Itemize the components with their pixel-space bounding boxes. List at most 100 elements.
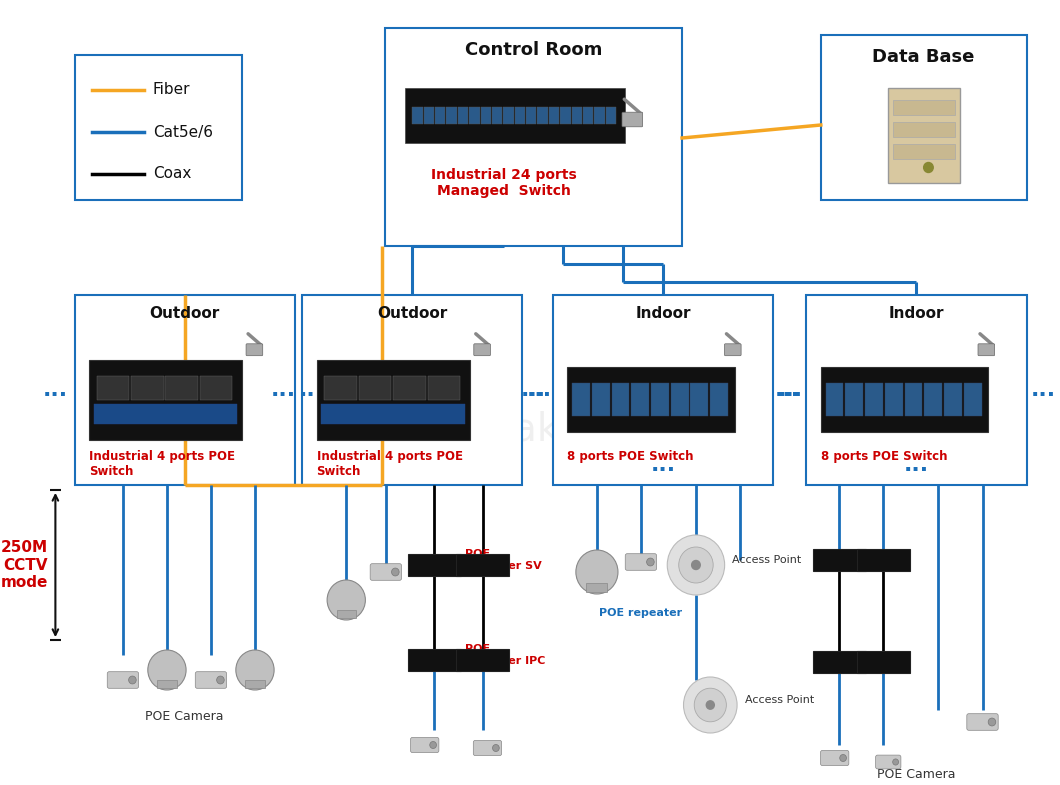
FancyBboxPatch shape	[632, 383, 649, 416]
FancyBboxPatch shape	[893, 100, 955, 115]
Text: Indoor: Indoor	[635, 305, 691, 320]
Text: Industrial 4 ports POE
Switch: Industrial 4 ports POE Switch	[89, 450, 235, 478]
FancyBboxPatch shape	[337, 610, 356, 618]
Circle shape	[147, 650, 187, 690]
FancyBboxPatch shape	[813, 651, 866, 673]
FancyBboxPatch shape	[93, 404, 237, 424]
FancyBboxPatch shape	[408, 554, 461, 576]
FancyBboxPatch shape	[74, 55, 242, 200]
Text: ...: ...	[651, 455, 675, 475]
Text: Control Room: Control Room	[465, 41, 602, 59]
FancyBboxPatch shape	[302, 295, 523, 485]
Circle shape	[691, 560, 701, 569]
Circle shape	[235, 650, 275, 690]
FancyBboxPatch shape	[358, 376, 391, 400]
Text: ...: ...	[775, 380, 800, 400]
FancyBboxPatch shape	[427, 376, 460, 400]
Circle shape	[923, 162, 933, 173]
Circle shape	[128, 676, 136, 684]
Text: Data Base: Data Base	[872, 48, 975, 66]
Text: Indoor: Indoor	[888, 305, 944, 320]
FancyBboxPatch shape	[470, 108, 479, 124]
FancyBboxPatch shape	[370, 564, 402, 580]
Text: ...: ...	[904, 455, 929, 475]
FancyBboxPatch shape	[435, 108, 445, 124]
Text: Access Point: Access Point	[732, 555, 801, 565]
FancyBboxPatch shape	[893, 122, 955, 137]
FancyBboxPatch shape	[424, 108, 434, 124]
Text: ...: ...	[778, 380, 802, 400]
FancyBboxPatch shape	[893, 144, 955, 159]
FancyBboxPatch shape	[978, 344, 994, 356]
FancyBboxPatch shape	[560, 108, 570, 124]
FancyBboxPatch shape	[724, 344, 741, 356]
Circle shape	[694, 688, 726, 721]
Text: Cat5e/6: Cat5e/6	[153, 125, 213, 140]
FancyBboxPatch shape	[458, 108, 469, 124]
FancyBboxPatch shape	[572, 383, 589, 416]
FancyBboxPatch shape	[944, 383, 961, 416]
FancyBboxPatch shape	[813, 549, 866, 571]
Text: ...: ...	[522, 380, 546, 400]
Text: 8 ports POE Switch: 8 ports POE Switch	[820, 450, 948, 463]
FancyBboxPatch shape	[200, 376, 232, 400]
FancyBboxPatch shape	[89, 360, 242, 440]
Circle shape	[647, 558, 654, 566]
Text: POE
Extender SV: POE Extender SV	[465, 550, 542, 571]
FancyBboxPatch shape	[457, 554, 509, 576]
Text: POE repeater: POE repeater	[599, 608, 683, 618]
Circle shape	[706, 701, 714, 709]
Circle shape	[216, 676, 225, 684]
FancyBboxPatch shape	[583, 108, 594, 124]
Circle shape	[391, 568, 400, 576]
FancyBboxPatch shape	[410, 737, 439, 753]
Text: ...: ...	[299, 380, 324, 400]
FancyBboxPatch shape	[595, 108, 604, 124]
Text: ...: ...	[1031, 380, 1057, 400]
Text: www.akfly.com: www.akfly.com	[409, 411, 696, 449]
Text: Fiber: Fiber	[153, 82, 191, 97]
Circle shape	[328, 580, 366, 620]
Text: 8 ports POE Switch: 8 ports POE Switch	[567, 450, 693, 463]
FancyBboxPatch shape	[405, 88, 624, 143]
FancyBboxPatch shape	[826, 383, 844, 416]
FancyBboxPatch shape	[321, 404, 465, 424]
FancyBboxPatch shape	[904, 383, 922, 416]
FancyBboxPatch shape	[504, 108, 514, 124]
FancyBboxPatch shape	[474, 344, 491, 356]
Circle shape	[684, 677, 737, 733]
FancyBboxPatch shape	[246, 680, 265, 688]
FancyBboxPatch shape	[107, 672, 139, 688]
FancyBboxPatch shape	[820, 35, 1026, 200]
Text: POE Camera: POE Camera	[878, 768, 956, 781]
FancyBboxPatch shape	[246, 344, 263, 356]
FancyBboxPatch shape	[820, 367, 988, 432]
FancyBboxPatch shape	[845, 383, 863, 416]
FancyBboxPatch shape	[408, 649, 461, 671]
Text: Coax: Coax	[153, 166, 192, 181]
Text: Access Point: Access Point	[745, 695, 814, 705]
FancyBboxPatch shape	[96, 376, 129, 400]
Text: ...: ...	[527, 380, 552, 400]
FancyBboxPatch shape	[586, 583, 607, 592]
Circle shape	[840, 754, 847, 761]
Circle shape	[667, 535, 725, 595]
FancyBboxPatch shape	[885, 383, 903, 416]
FancyBboxPatch shape	[526, 108, 536, 124]
FancyBboxPatch shape	[690, 383, 708, 416]
Text: Outdoor: Outdoor	[149, 305, 219, 320]
FancyBboxPatch shape	[393, 376, 426, 400]
FancyBboxPatch shape	[553, 295, 773, 485]
FancyBboxPatch shape	[964, 383, 982, 416]
FancyBboxPatch shape	[858, 549, 909, 571]
FancyBboxPatch shape	[967, 714, 999, 730]
FancyBboxPatch shape	[474, 740, 501, 756]
FancyBboxPatch shape	[537, 108, 548, 124]
FancyBboxPatch shape	[888, 87, 959, 182]
Circle shape	[429, 742, 437, 749]
FancyBboxPatch shape	[591, 383, 609, 416]
FancyBboxPatch shape	[865, 383, 883, 416]
FancyBboxPatch shape	[157, 680, 177, 688]
Text: ...: ...	[270, 380, 296, 400]
Circle shape	[988, 718, 995, 726]
